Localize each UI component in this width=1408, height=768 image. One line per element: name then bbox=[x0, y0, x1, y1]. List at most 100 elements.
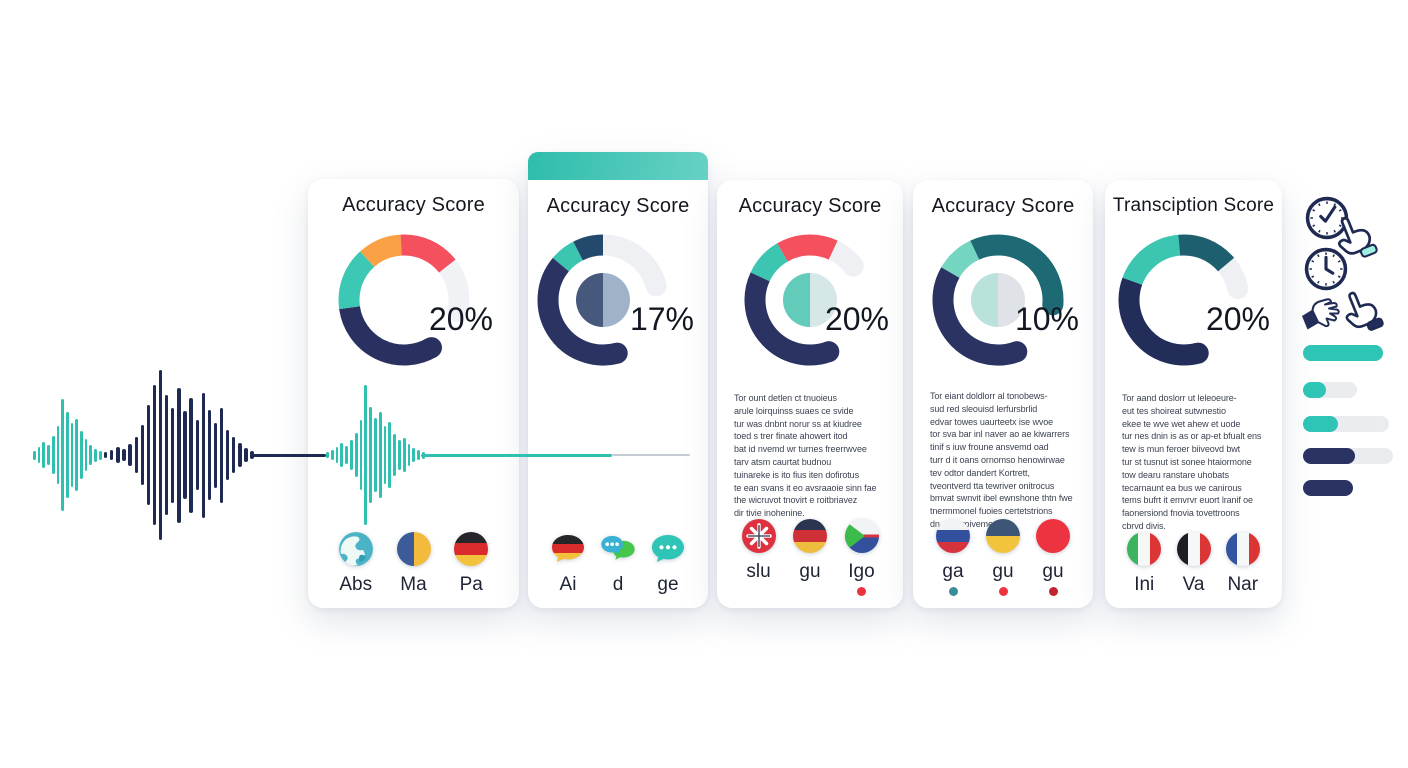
status-dot bbox=[948, 587, 958, 596]
accuracy-donut-chart bbox=[735, 225, 885, 375]
card-title: Accuracy Score bbox=[931, 195, 1075, 217]
accuracy-donut-chart bbox=[1109, 225, 1259, 375]
waveform-bar bbox=[75, 419, 79, 491]
flag-item: gu bbox=[792, 518, 828, 583]
waveform-bar bbox=[158, 370, 163, 540]
waveform-bar bbox=[201, 392, 205, 518]
waveform-bar bbox=[134, 437, 138, 473]
flag-label: Ai bbox=[559, 574, 577, 595]
flag-item: slu bbox=[741, 518, 777, 583]
card-title: Accuracy Score bbox=[342, 194, 485, 216]
waveform-bar bbox=[122, 449, 126, 461]
progress-bar bbox=[1303, 382, 1357, 398]
progress-bar-fill bbox=[1303, 448, 1355, 464]
waveform-bar bbox=[213, 422, 218, 488]
flag-label: ge bbox=[657, 574, 679, 595]
waveform-bar bbox=[219, 407, 224, 503]
progress-bar-fill bbox=[1303, 416, 1338, 432]
waveform-bar bbox=[195, 420, 199, 490]
flag-item: d bbox=[600, 531, 636, 596]
flag-item: Pa bbox=[453, 531, 489, 596]
waveform-bar bbox=[128, 444, 132, 466]
waveform-bar bbox=[110, 450, 114, 460]
flag-item: Abs bbox=[338, 531, 374, 596]
language-flags-row: slu gu Igo bbox=[725, 518, 895, 596]
flag-label: Nar bbox=[1227, 574, 1259, 595]
japan-flag-icon bbox=[1035, 518, 1071, 554]
clock-icon bbox=[1303, 246, 1349, 292]
accuracy-donut-chart bbox=[923, 225, 1073, 375]
waveform-bar bbox=[152, 385, 157, 525]
card-title: Transciption Score bbox=[1112, 195, 1275, 216]
card-title: Accuracy Score bbox=[738, 195, 882, 217]
waveform-bar bbox=[250, 451, 254, 459]
waveform-bar bbox=[207, 410, 212, 500]
waveform-bar bbox=[244, 448, 248, 462]
card-description-text: Tor ount detlen ct tnuoieus arule loirqu… bbox=[734, 393, 877, 519]
dark-germany-flag-icon bbox=[792, 518, 828, 554]
accuracy-donut-chart bbox=[329, 225, 479, 375]
waveform-bar bbox=[140, 425, 144, 485]
progress-bar-fill bbox=[1303, 382, 1326, 398]
score-percentage: 20% bbox=[1205, 301, 1270, 337]
flag-item: Ma bbox=[396, 531, 432, 596]
russia-flag-icon bbox=[935, 518, 971, 554]
flag-item: ga bbox=[935, 518, 971, 596]
flag-label: Igo bbox=[848, 561, 875, 582]
waveform-bar bbox=[165, 395, 169, 515]
score-card: Transciption Score 20% Tor aand doslorr ut… bbox=[1105, 180, 1282, 608]
card-description-text: Tor eiant doldlorr al tonobews- sud red … bbox=[930, 391, 1073, 529]
france-flag-icon bbox=[1225, 531, 1261, 567]
flag-label: Pa bbox=[459, 574, 483, 595]
progress-bar bbox=[1303, 416, 1389, 432]
waveform-bar bbox=[47, 445, 50, 465]
pointer-hand-navy-icon bbox=[1336, 288, 1384, 336]
waveform-bar bbox=[104, 452, 108, 458]
score-percentage: 20% bbox=[428, 301, 493, 337]
flag-label: Ma bbox=[400, 574, 427, 595]
flag-label: gu bbox=[1042, 561, 1064, 582]
score-percentage: 17% bbox=[629, 301, 694, 337]
flag-item: Ai bbox=[550, 531, 586, 596]
score-percentage: 20% bbox=[824, 301, 889, 337]
globe-icon bbox=[338, 531, 374, 567]
waveform-bar bbox=[61, 399, 64, 511]
waveform-bar bbox=[98, 450, 102, 460]
waveform-bar bbox=[89, 445, 93, 465]
waveform-bar bbox=[183, 411, 187, 499]
pointer-hand-teal-icon bbox=[1328, 213, 1378, 263]
waveform-bar bbox=[189, 397, 193, 513]
score-card: Accuracy Score 20% Tor ount detlen ct tnuo… bbox=[717, 180, 903, 608]
language-flags-row: Ai d ge bbox=[536, 531, 700, 596]
accuracy-donut-chart bbox=[528, 225, 678, 375]
snap-fingers-icon bbox=[1299, 292, 1345, 338]
status-dot bbox=[998, 587, 1008, 596]
flag-label: ga bbox=[942, 561, 964, 582]
chat-teal-icon bbox=[650, 531, 686, 567]
flag-label: Va bbox=[1182, 574, 1205, 595]
score-card: Accuracy Score 20% Abs Ma Pa bbox=[308, 179, 519, 608]
waveform-bar bbox=[33, 450, 36, 460]
waveform-bar bbox=[232, 437, 236, 473]
italy-flag-icon bbox=[1126, 531, 1162, 567]
language-flags-row: ga gu gu bbox=[921, 518, 1085, 596]
score-card: Accuracy Score 10% Tor eiant doldlorr al t… bbox=[913, 180, 1093, 608]
flag-item: ge bbox=[650, 531, 686, 596]
status-dot bbox=[857, 587, 866, 596]
progress-bar-fill bbox=[1303, 480, 1353, 496]
score-card: Accuracy Score 17% Ai d ge bbox=[528, 152, 708, 608]
waveform-bar bbox=[51, 436, 55, 474]
flag-label: gu bbox=[992, 561, 1014, 582]
waveform-bar bbox=[171, 407, 175, 503]
ukraine-flag-icon bbox=[985, 518, 1021, 554]
flag-item: gu bbox=[985, 518, 1021, 596]
score-percentage: 10% bbox=[1014, 301, 1079, 337]
blue-yellow-flag-icon bbox=[396, 531, 432, 567]
flag-label: slu bbox=[746, 561, 771, 582]
germany-bubble-icon bbox=[550, 531, 586, 567]
flag-item: Nar bbox=[1225, 531, 1261, 596]
waveform-bar bbox=[94, 448, 97, 462]
language-flags-row: Abs Ma Pa bbox=[316, 531, 511, 596]
status-dot bbox=[1048, 587, 1058, 596]
